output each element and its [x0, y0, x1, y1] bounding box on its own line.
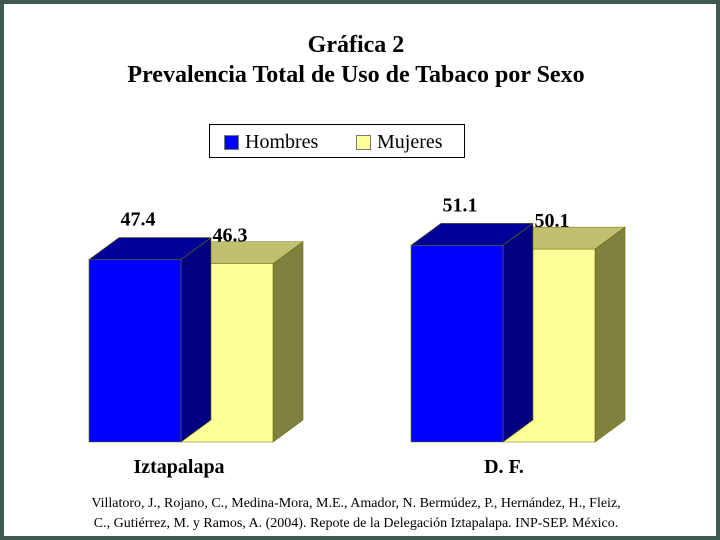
legend-label-mujeres: Mujeres — [377, 131, 443, 153]
data-label-c1-s1: 50.1 — [535, 210, 570, 232]
bar-front-c1-s0 — [410, 244, 504, 443]
legend-swatch-mujeres — [356, 135, 371, 150]
legend: Hombres Mujeres — [209, 124, 465, 158]
legend-label-hombres: Hombres — [245, 131, 319, 153]
x-tick-label-df: D. F. — [484, 456, 524, 478]
data-label-c0-s1: 46.3 — [213, 225, 248, 247]
chart-title-block: Gráfica 2 Prevalencia Total de Uso de Ta… — [0, 30, 712, 90]
data-label-c0-s0: 47.4 — [121, 209, 156, 231]
chart-title: Gráfica 2 — [307, 32, 405, 58]
data-label-c1-s0: 51.1 — [443, 194, 478, 216]
bar-side-c0-s0 — [180, 236, 212, 443]
legend-swatch-hombres — [224, 135, 239, 150]
source-line-2: C., Gutiérrez, M. y Ramos, A. (2004). Re… — [93, 516, 619, 531]
bar-side-c1-s0 — [502, 222, 534, 443]
legend-item-hombres: Hombres — [224, 131, 318, 154]
chart-subtitle: Prevalencia Total de Uso de Tabaco por S… — [127, 62, 585, 88]
source-citation: Villatoro, J., Rojano, C., Medina-Mora, … — [0, 494, 712, 534]
legend-item-mujeres: Mujeres — [356, 131, 443, 154]
chart-plot: 47.4 46.3 51.1 50.1 — [88, 194, 626, 443]
bar-side-c1-s1 — [594, 226, 626, 443]
bar-side-c0-s1 — [272, 241, 304, 443]
source-line-1: Villatoro, J., Rojano, C., Medina-Mora, … — [91, 496, 621, 511]
bar-front-c0-s0 — [88, 259, 182, 443]
x-tick-label-iztapalapa: Iztapalapa — [133, 456, 225, 478]
